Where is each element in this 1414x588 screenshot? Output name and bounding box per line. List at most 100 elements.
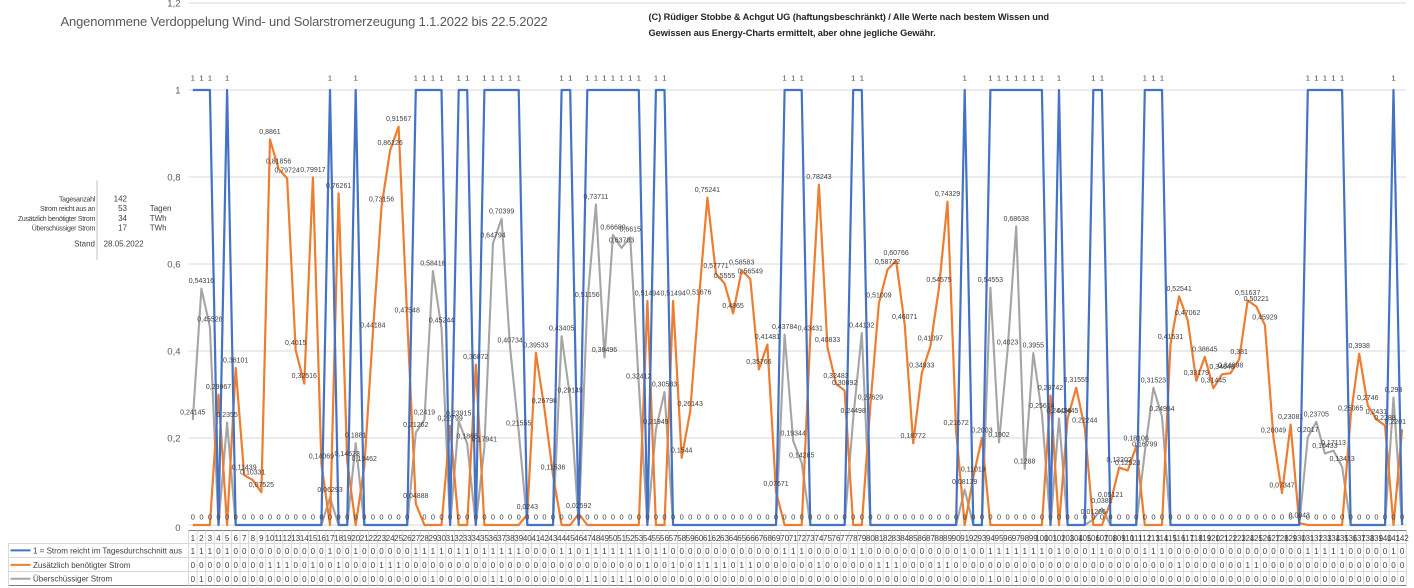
svg-text:38: 38 — [506, 534, 515, 543]
svg-text:0,05121: 0,05121 — [1098, 492, 1123, 499]
svg-text:1: 1 — [1014, 74, 1018, 83]
svg-text:35: 35 — [480, 534, 489, 543]
svg-text:0: 0 — [353, 561, 358, 570]
svg-text:113: 113 — [1147, 534, 1160, 543]
svg-text:0: 0 — [319, 513, 323, 522]
svg-text:0: 0 — [379, 575, 384, 584]
svg-text:111: 111 — [1130, 534, 1143, 543]
svg-text:0: 0 — [1065, 561, 1070, 570]
svg-text:0: 0 — [1228, 575, 1233, 584]
svg-text:1: 1 — [199, 74, 203, 83]
svg-text:0: 0 — [1108, 513, 1112, 522]
svg-text:0: 0 — [1066, 513, 1070, 522]
svg-text:20: 20 — [351, 534, 360, 543]
svg-text:25: 25 — [394, 534, 403, 543]
svg-text:0: 0 — [645, 513, 649, 522]
svg-text:0: 0 — [1168, 561, 1173, 570]
svg-text:93: 93 — [977, 534, 986, 543]
svg-text:0: 0 — [782, 561, 787, 570]
svg-text:0: 0 — [285, 513, 289, 522]
svg-text:0,24496: 0,24496 — [1046, 408, 1071, 415]
svg-text:0: 0 — [1323, 561, 1328, 570]
svg-text:0: 0 — [928, 575, 933, 584]
svg-text:0,34898: 0,34898 — [1218, 363, 1243, 370]
svg-text:42: 42 — [540, 534, 549, 543]
svg-text:0: 0 — [868, 547, 873, 556]
svg-text:99: 99 — [1029, 534, 1038, 543]
svg-text:0: 0 — [1117, 575, 1122, 584]
svg-text:0: 0 — [894, 513, 898, 522]
svg-text:0,75241: 0,75241 — [695, 187, 720, 194]
svg-text:0: 0 — [757, 575, 762, 584]
svg-text:0: 0 — [1143, 513, 1147, 522]
svg-text:0: 0 — [997, 575, 1002, 584]
svg-text:0: 0 — [1280, 513, 1284, 522]
svg-text:0,46071: 0,46071 — [892, 314, 917, 321]
svg-text:39: 39 — [514, 534, 523, 543]
svg-text:0: 0 — [782, 575, 787, 584]
svg-text:0,06293: 0,06293 — [317, 487, 342, 494]
svg-text:0: 0 — [482, 575, 487, 584]
svg-text:0: 0 — [293, 561, 298, 570]
svg-text:0: 0 — [740, 513, 744, 522]
svg-text:0: 0 — [825, 547, 830, 556]
svg-text:0: 0 — [1091, 561, 1096, 570]
svg-text:0: 0 — [1271, 561, 1276, 570]
svg-text:TWh: TWh — [150, 224, 167, 233]
svg-text:0,66689: 0,66689 — [600, 224, 625, 231]
svg-text:1: 1 — [431, 74, 435, 83]
svg-text:0: 0 — [560, 513, 564, 522]
svg-text:46: 46 — [574, 534, 583, 543]
svg-text:0: 0 — [336, 575, 341, 584]
svg-text:0,22244: 0,22244 — [1072, 418, 1097, 425]
svg-text:0,51494: 0,51494 — [635, 291, 660, 298]
svg-text:0: 0 — [577, 513, 581, 522]
svg-text:0: 0 — [216, 547, 221, 556]
svg-text:0,6615: 0,6615 — [619, 227, 641, 234]
svg-text:0,18106: 0,18106 — [1124, 436, 1149, 443]
svg-text:0: 0 — [1220, 561, 1225, 570]
svg-text:0: 0 — [225, 561, 230, 570]
svg-text:94: 94 — [986, 534, 995, 543]
svg-text:1: 1 — [1314, 547, 1319, 556]
svg-text:131: 131 — [1301, 534, 1315, 543]
svg-text:120: 120 — [1207, 534, 1221, 543]
svg-text:0: 0 — [508, 575, 513, 584]
svg-text:0: 0 — [1374, 561, 1379, 570]
svg-text:0: 0 — [302, 575, 307, 584]
svg-text:0: 0 — [739, 547, 744, 556]
svg-text:1: 1 — [508, 547, 513, 556]
svg-text:0: 0 — [259, 513, 263, 522]
svg-text:83: 83 — [892, 534, 901, 543]
svg-text:64: 64 — [729, 534, 738, 543]
svg-text:44: 44 — [557, 534, 566, 543]
svg-text:17: 17 — [326, 534, 335, 543]
svg-text:0: 0 — [500, 513, 504, 522]
svg-text:0: 0 — [551, 575, 556, 584]
svg-text:1: 1 — [568, 547, 573, 556]
svg-text:0,86126: 0,86126 — [377, 140, 402, 147]
svg-text:0: 0 — [799, 561, 804, 570]
svg-text:0: 0 — [199, 561, 204, 570]
svg-text:0: 0 — [371, 513, 375, 522]
svg-text:0: 0 — [534, 575, 539, 584]
svg-text:0: 0 — [774, 561, 779, 570]
svg-text:0,11439: 0,11439 — [232, 465, 257, 472]
svg-text:0,4015: 0,4015 — [285, 340, 307, 347]
svg-text:1: 1 — [817, 561, 822, 570]
svg-text:0: 0 — [628, 513, 632, 522]
svg-text:0: 0 — [319, 547, 324, 556]
svg-text:89: 89 — [943, 534, 952, 543]
svg-text:0,39533: 0,39533 — [523, 343, 548, 350]
svg-text:0: 0 — [319, 561, 324, 570]
svg-text:28: 28 — [420, 534, 429, 543]
svg-text:52: 52 — [626, 534, 635, 543]
svg-text:0: 0 — [233, 575, 238, 584]
svg-text:0: 0 — [748, 513, 752, 522]
svg-text:37: 37 — [497, 534, 506, 543]
svg-text:0: 0 — [842, 547, 847, 556]
svg-text:0: 0 — [576, 547, 581, 556]
svg-text:0,3938: 0,3938 — [1348, 343, 1370, 350]
svg-text:0,2201: 0,2201 — [1385, 419, 1407, 426]
svg-text:0: 0 — [911, 547, 916, 556]
